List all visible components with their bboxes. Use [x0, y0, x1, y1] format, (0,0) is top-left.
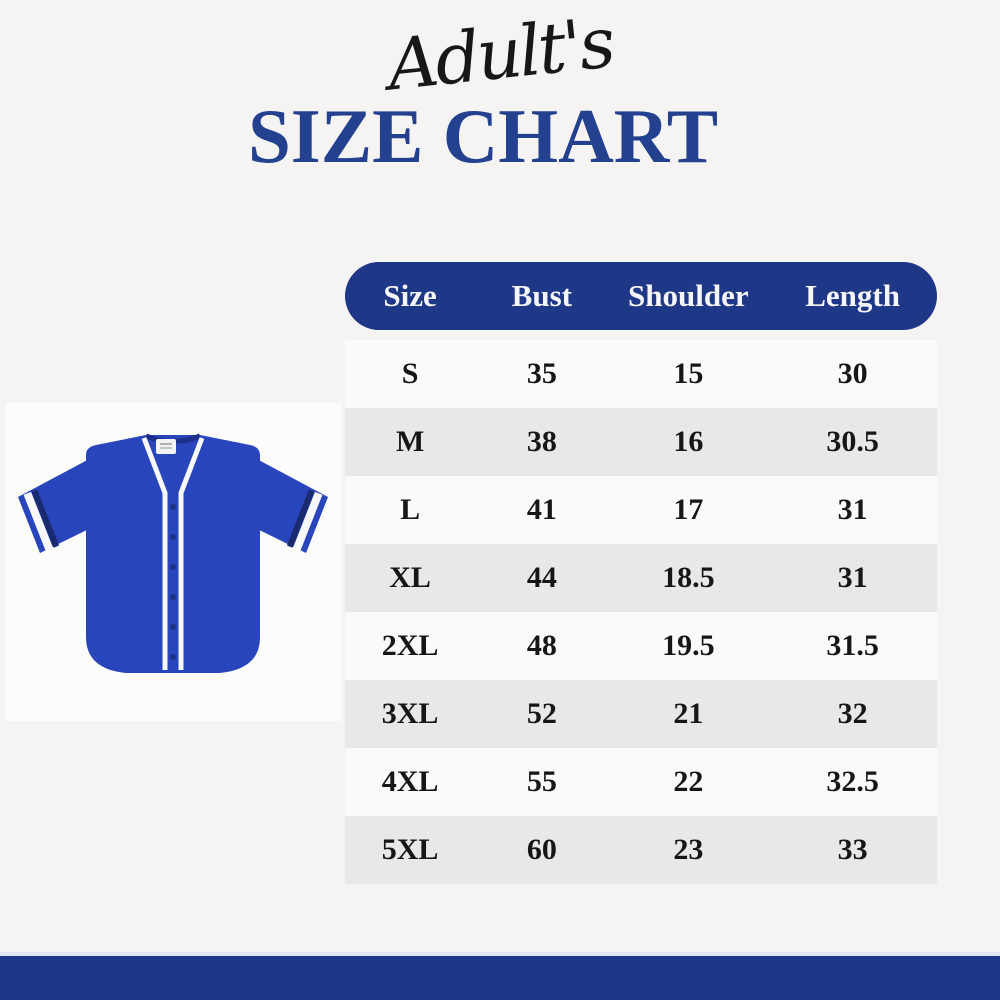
- cell-length: 31.5: [826, 629, 879, 662]
- cell-shoulder: 21: [673, 697, 704, 730]
- cell-bust: 41: [526, 493, 557, 526]
- cell-shoulder: 18.5: [662, 561, 715, 594]
- cell-length: 30.5: [826, 425, 879, 458]
- table-body: S 35 15 30 M 38 16 30.5 L 41 17 31 XL 44 18.5 31 2XL 48 19…: [345, 340, 937, 884]
- column-header-shoulder: Shoulder: [628, 278, 749, 313]
- table-row-5xl: 5XL 60 23 33: [345, 816, 937, 884]
- table-row-s: S 35 15 30: [345, 340, 937, 408]
- cell-length: 31: [837, 493, 868, 526]
- column-header-bust: Bust: [511, 278, 572, 313]
- table-row-3xl: 3XL 52 21 32: [345, 680, 937, 748]
- cell-length: 30: [837, 357, 868, 390]
- cell-size: 4XL: [381, 765, 439, 798]
- jersey-right-sleeve: [238, 449, 328, 553]
- cell-size: L: [400, 493, 421, 526]
- table-row-m: M 38 16 30.5: [345, 408, 937, 476]
- cell-size: XL: [389, 561, 431, 594]
- cell-length: 31: [837, 561, 868, 594]
- cell-bust: 48: [526, 629, 557, 662]
- jersey-left-sleeve: [18, 449, 108, 553]
- cell-size: S: [401, 357, 419, 390]
- column-header-length: Length: [805, 278, 900, 313]
- cell-size: M: [395, 425, 425, 458]
- jersey-placket: [141, 437, 205, 670]
- cell-size: 3XL: [381, 697, 439, 730]
- jersey-buttons: [170, 504, 176, 660]
- cell-shoulder: 16: [673, 425, 704, 458]
- baseball-jersey-illustration: [18, 433, 328, 673]
- table-row-4xl: 4XL 55 22 32.5: [345, 748, 937, 816]
- cell-bust: 55: [526, 765, 557, 798]
- table-row-l: L 41 17 31: [345, 476, 937, 544]
- cell-shoulder: 15: [673, 357, 704, 390]
- bottom-accent-bar: [0, 952, 1000, 1000]
- jersey-body: [86, 435, 260, 673]
- cell-size: 5XL: [381, 833, 439, 866]
- column-header-size: Size: [383, 278, 437, 313]
- cell-bust: 38: [526, 425, 557, 458]
- cell-shoulder: 19.5: [662, 629, 715, 662]
- cell-length: 33: [837, 833, 868, 866]
- table-row-2xl: 2XL 48 19.5 31.5: [345, 612, 937, 680]
- cell-bust: 44: [526, 561, 557, 594]
- cell-size: 2XL: [381, 629, 439, 662]
- jersey-photo: [5, 403, 341, 721]
- cell-bust: 35: [526, 357, 557, 390]
- cell-bust: 60: [526, 833, 557, 866]
- cell-shoulder: 23: [673, 833, 704, 866]
- cell-length: 32.5: [826, 765, 879, 798]
- cell-length: 32: [837, 697, 868, 730]
- page-title: SIZE CHART: [247, 93, 719, 179]
- collar-tag: [156, 439, 176, 454]
- cell-shoulder: 17: [673, 493, 704, 526]
- cell-bust: 52: [526, 697, 557, 730]
- table-header-row: Size Bust Shoulder Length: [345, 262, 937, 330]
- cell-shoulder: 22: [673, 765, 704, 798]
- table-row-xl: XL 44 18.5 31: [345, 544, 937, 612]
- size-chart-table: Size Bust Shoulder Length S 35 15 30 M 38 16 30.5 L…: [345, 262, 937, 884]
